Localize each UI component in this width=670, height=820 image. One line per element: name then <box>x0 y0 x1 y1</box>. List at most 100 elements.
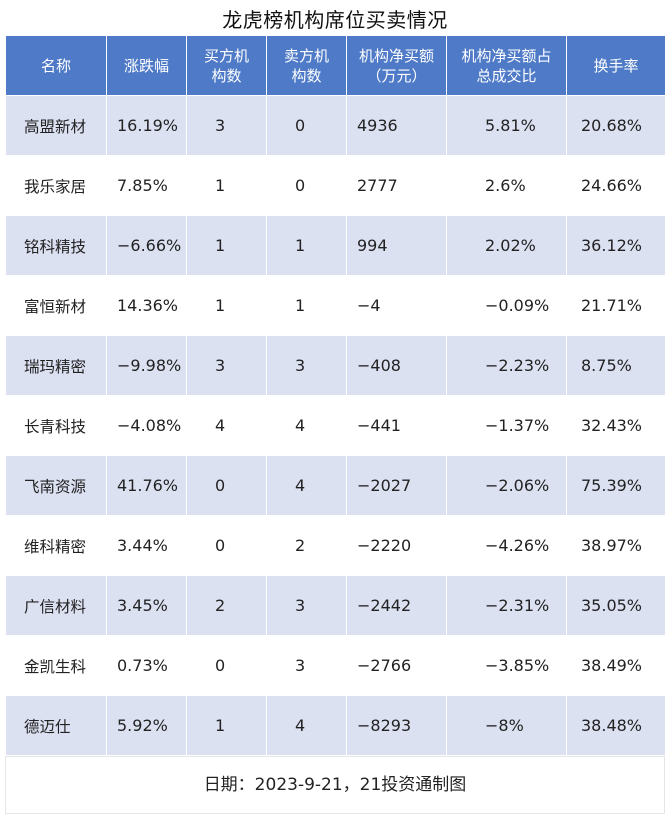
table-row: 飞南资源 41.76% 0 4 −2027 −2.06% 75.39% <box>5 455 666 516</box>
cell-net-buy-ratio: −4.26% <box>446 515 567 576</box>
header-row: 名称 涨跌幅 买方机 构数 卖方机 构数 机构净买额 （万元） 机构净买额占 总成交比 … <box>5 35 666 96</box>
cell-net-buy-ratio: −0.09% <box>446 275 567 336</box>
table-row: 德迈仕 5.92% 1 4 −8293 −8% 38.48% <box>5 695 666 756</box>
table-row: 瑞玛精密 −9.98% 3 3 −408 −2.23% 8.75% <box>5 335 666 396</box>
cell-sell-count: 3 <box>266 335 347 396</box>
header-turnover: 换手率 <box>566 35 666 96</box>
table-row: 铭科精技 −6.66% 1 1 994 2.02% 36.12% <box>5 215 666 276</box>
cell-net-buy: −4 <box>346 275 447 336</box>
table-row: 富恒新材 14.36% 1 1 −4 −0.09% 21.71% <box>5 275 666 336</box>
cell-name: 我乐家居 <box>5 155 107 216</box>
cell-turnover: 36.12% <box>566 215 666 276</box>
cell-buy-count: 4 <box>186 395 267 456</box>
cell-sell-count: 3 <box>266 635 347 696</box>
table-row: 金凯生科 0.73% 0 3 −2766 −3.85% 38.49% <box>5 635 666 696</box>
cell-turnover: 21.71% <box>566 275 666 336</box>
table-row: 广信材料 3.45% 2 3 −2442 −2.31% 35.05% <box>5 575 666 636</box>
table-body: 高盟新材 16.19% 3 0 4936 5.81% 20.68% 我乐家居 7.85% 1 0 27… <box>5 95 666 756</box>
cell-turnover: 32.43% <box>566 395 666 456</box>
cell-net-buy: −2027 <box>346 455 447 516</box>
cell-sell-count: 1 <box>266 215 347 276</box>
cell-buy-count: 2 <box>186 575 267 636</box>
cell-change: −6.66% <box>106 215 187 276</box>
data-table: 名称 涨跌幅 买方机 构数 卖方机 构数 机构净买额 （万元） 机构净买额占 总成交比 … <box>5 35 666 756</box>
table-row: 长青科技 −4.08% 4 4 −441 −1.37% 32.43% <box>5 395 666 456</box>
table-row: 我乐家居 7.85% 1 0 2777 2.6% 24.66% <box>5 155 666 216</box>
cell-buy-count: 3 <box>186 335 267 396</box>
cell-sell-count: 0 <box>266 95 347 156</box>
cell-name: 高盟新材 <box>5 95 107 156</box>
cell-turnover: 24.66% <box>566 155 666 216</box>
cell-change: 5.92% <box>106 695 187 756</box>
cell-net-buy: 4936 <box>346 95 447 156</box>
cell-net-buy: −2220 <box>346 515 447 576</box>
cell-sell-count: 1 <box>266 275 347 336</box>
cell-sell-count: 4 <box>266 695 347 756</box>
cell-net-buy-ratio: −8% <box>446 695 567 756</box>
cell-buy-count: 3 <box>186 95 267 156</box>
cell-buy-count: 0 <box>186 635 267 696</box>
header-buy-count: 买方机 构数 <box>186 35 267 96</box>
cell-name: 广信材料 <box>5 575 107 636</box>
cell-turnover: 38.49% <box>566 635 666 696</box>
header-change: 涨跌幅 <box>106 35 187 96</box>
cell-change: −4.08% <box>106 395 187 456</box>
cell-turnover: 38.97% <box>566 515 666 576</box>
cell-buy-count: 1 <box>186 275 267 336</box>
cell-buy-count: 1 <box>186 695 267 756</box>
cell-net-buy-ratio: −1.37% <box>446 395 567 456</box>
cell-sell-count: 0 <box>266 155 347 216</box>
cell-buy-count: 1 <box>186 155 267 216</box>
cell-buy-count: 1 <box>186 215 267 276</box>
header-net-buy: 机构净买额 （万元） <box>346 35 447 96</box>
cell-buy-count: 0 <box>186 515 267 576</box>
cell-change: 7.85% <box>106 155 187 216</box>
cell-turnover: 20.68% <box>566 95 666 156</box>
cell-net-buy: 994 <box>346 215 447 276</box>
cell-change: −9.98% <box>106 335 187 396</box>
cell-net-buy-ratio: −2.23% <box>446 335 567 396</box>
cell-name: 德迈仕 <box>5 695 107 756</box>
footer-caption: 日期：2023-9-21，21投资通制图 <box>5 756 665 814</box>
cell-turnover: 35.05% <box>566 575 666 636</box>
table-row: 高盟新材 16.19% 3 0 4936 5.81% 20.68% <box>5 95 666 156</box>
cell-sell-count: 3 <box>266 575 347 636</box>
header-sell-count: 卖方机 构数 <box>266 35 347 96</box>
cell-name: 金凯生科 <box>5 635 107 696</box>
cell-name: 维科精密 <box>5 515 107 576</box>
cell-name: 富恒新材 <box>5 275 107 336</box>
cell-turnover: 38.48% <box>566 695 666 756</box>
cell-change: 41.76% <box>106 455 187 516</box>
cell-sell-count: 2 <box>266 515 347 576</box>
cell-net-buy-ratio: −2.06% <box>446 455 567 516</box>
cell-net-buy-ratio: 2.02% <box>446 215 567 276</box>
cell-buy-count: 0 <box>186 455 267 516</box>
cell-net-buy-ratio: 5.81% <box>446 95 567 156</box>
cell-name: 瑞玛精密 <box>5 335 107 396</box>
cell-net-buy: −441 <box>346 395 447 456</box>
header-net-buy-ratio: 机构净买额占 总成交比 <box>446 35 567 96</box>
cell-sell-count: 4 <box>266 455 347 516</box>
table-row: 维科精密 3.44% 0 2 −2220 −4.26% 38.97% <box>5 515 666 576</box>
cell-name: 飞南资源 <box>5 455 107 516</box>
cell-name: 长青科技 <box>5 395 107 456</box>
table-header: 名称 涨跌幅 买方机 构数 卖方机 构数 机构净买额 （万元） 机构净买额占 总成交比 … <box>5 35 666 96</box>
cell-name: 铭科精技 <box>5 215 107 276</box>
cell-change: 16.19% <box>106 95 187 156</box>
cell-change: 14.36% <box>106 275 187 336</box>
cell-net-buy: −408 <box>346 335 447 396</box>
cell-net-buy: −2442 <box>346 575 447 636</box>
cell-net-buy: −2766 <box>346 635 447 696</box>
cell-net-buy-ratio: 2.6% <box>446 155 567 216</box>
cell-net-buy-ratio: −2.31% <box>446 575 567 636</box>
cell-turnover: 75.39% <box>566 455 666 516</box>
page-title: 龙虎榜机构席位买卖情况 <box>222 8 448 32</box>
header-name: 名称 <box>5 35 107 96</box>
cell-sell-count: 4 <box>266 395 347 456</box>
cell-net-buy: 2777 <box>346 155 447 216</box>
cell-change: 3.44% <box>106 515 187 576</box>
cell-net-buy: −8293 <box>346 695 447 756</box>
cell-net-buy-ratio: −3.85% <box>446 635 567 696</box>
cell-turnover: 8.75% <box>566 335 666 396</box>
